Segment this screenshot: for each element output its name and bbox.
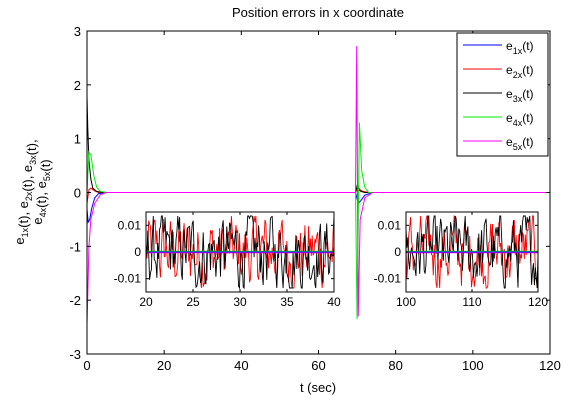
inset-plots: 20 25 30 35 40 -0.01 0 0.01 100 110 120 -0.01 0 0.01 xyxy=(114,211,548,309)
inset-y-tick-label: -0.01 xyxy=(374,272,402,286)
y-tick-label: 2 xyxy=(74,78,81,93)
x-tick-label: 40 xyxy=(234,358,248,373)
inset-series-e2x xyxy=(406,215,538,289)
inset-y-tick-label: 0.01 xyxy=(118,218,142,232)
inset-y-tick-label: 0.01 xyxy=(378,218,402,232)
x-tick-label: 60 xyxy=(311,358,325,373)
inset-x-tick-label: 120 xyxy=(528,295,548,309)
legend: e1x(t) e2x(t) e3x(t) e4x(t) e5x(t) xyxy=(456,32,549,157)
inset-x-tick-label: 40 xyxy=(327,295,341,309)
legend-label-3x: e3x(t) xyxy=(506,87,534,104)
main-series-lines xyxy=(87,46,550,325)
inset-y-tick-label: 0 xyxy=(134,245,141,259)
y-tick-label: 0 xyxy=(74,186,81,201)
legend-box xyxy=(456,32,549,157)
legend-label-1x: e1x(t) xyxy=(506,39,534,56)
legend-label-5x: e5x(t) xyxy=(506,135,534,152)
inset-x-tick-label: 100 xyxy=(396,295,416,309)
x-axis-label: t (sec) xyxy=(300,380,336,395)
inset-y-tick-label: 0 xyxy=(394,245,401,259)
inset-y-tick-label: -0.01 xyxy=(114,272,142,286)
inset-x-tick-label: 25 xyxy=(186,295,200,309)
series-line-5 xyxy=(87,46,550,325)
inset-lines xyxy=(406,215,538,289)
y-tick-label: -2 xyxy=(69,293,81,308)
inset-plot-2: 100 110 120 -0.01 0 0.01 xyxy=(374,211,548,309)
y-tick-label: -3 xyxy=(69,347,81,362)
inset-x-tick-label: 35 xyxy=(280,295,294,309)
inset-plot-1: 20 25 30 35 40 -0.01 0 0.01 xyxy=(114,211,341,309)
y-tick-label: 3 xyxy=(74,24,81,39)
y-tick-label: -1 xyxy=(69,239,81,254)
y-tick-label: 1 xyxy=(74,132,81,147)
inset-x-tick-label: 110 xyxy=(462,295,481,309)
y-axis-label-line: e4x(t), e5x(t) xyxy=(30,159,53,224)
x-tick-label: 100 xyxy=(462,358,484,373)
x-tick-label: 120 xyxy=(539,358,561,373)
main-axes: 0 20 40 60 80 100 120 -3 -2 -1 0 1 2 3 xyxy=(69,24,560,373)
inset-x-tick-label: 20 xyxy=(139,295,153,309)
x-tick-label: 20 xyxy=(157,358,171,373)
x-tick-label: 80 xyxy=(388,358,402,373)
inset-series-e2x xyxy=(146,215,334,289)
legend-label-2x: e2x(t) xyxy=(506,63,534,80)
x-tick-label: 0 xyxy=(83,358,90,373)
inset-lines xyxy=(146,215,334,290)
y-axis-label: e1x(t), e2x(t), e3x(t),e4x(t), e5x(t) xyxy=(12,139,53,244)
inset-x-tick-label: 30 xyxy=(233,295,247,309)
inset-series-e3x xyxy=(146,215,334,290)
chart-title: Position errors in x coordinate xyxy=(232,5,404,20)
y-axis-label-line: e1x(t), e2x(t), e3x(t), xyxy=(12,139,39,244)
legend-label-4x: e4x(t) xyxy=(506,111,534,128)
